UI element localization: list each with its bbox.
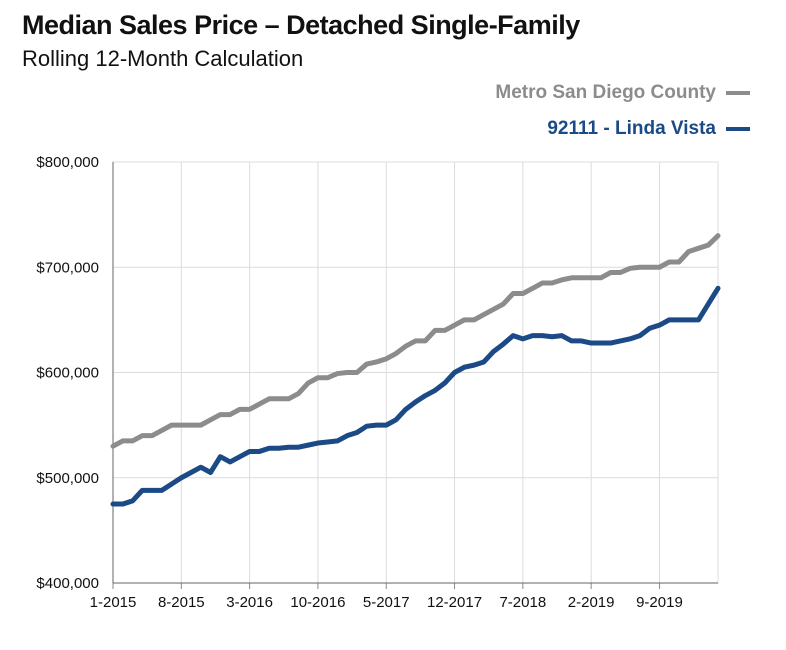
- x-tick-label: 3-2016: [226, 594, 273, 611]
- y-tick-label: $700,000: [36, 259, 99, 276]
- series-line-metro-san-diego: [110, 233, 721, 449]
- legend-swatch-linda-vista: [726, 127, 750, 131]
- x-tick-label: 9-2019: [636, 594, 683, 611]
- y-tick-label: $400,000: [36, 575, 99, 592]
- x-tick-label: 1-2015: [90, 594, 137, 611]
- legend-item-metro: Metro San Diego County: [495, 82, 750, 104]
- chart-subtitle: Rolling 12-Month Calculation: [22, 46, 304, 71]
- x-tick-label: 12-2017: [427, 594, 482, 611]
- chart-title: Median Sales Price – Detached Single-Fam…: [22, 10, 580, 40]
- x-tick-label: 10-2016: [290, 594, 345, 611]
- y-tick-label: $800,000: [36, 154, 99, 171]
- legend-item-linda-vista: 92111 - Linda Vista: [547, 118, 750, 140]
- x-tick-label: 5-2017: [363, 594, 410, 611]
- series-line-linda-vista: [110, 285, 721, 507]
- legend-label-metro: Metro San Diego County: [495, 82, 716, 103]
- y-tick-label: $500,000: [36, 470, 99, 487]
- legend-label-linda-vista: 92111 - Linda Vista: [547, 118, 716, 139]
- y-tick-label: $600,000: [36, 365, 99, 382]
- x-tick-label: 2-2019: [568, 594, 615, 611]
- x-tick-label: 7-2018: [499, 594, 546, 611]
- x-tick-label: 8-2015: [158, 594, 205, 611]
- legend-swatch-metro: [726, 91, 750, 95]
